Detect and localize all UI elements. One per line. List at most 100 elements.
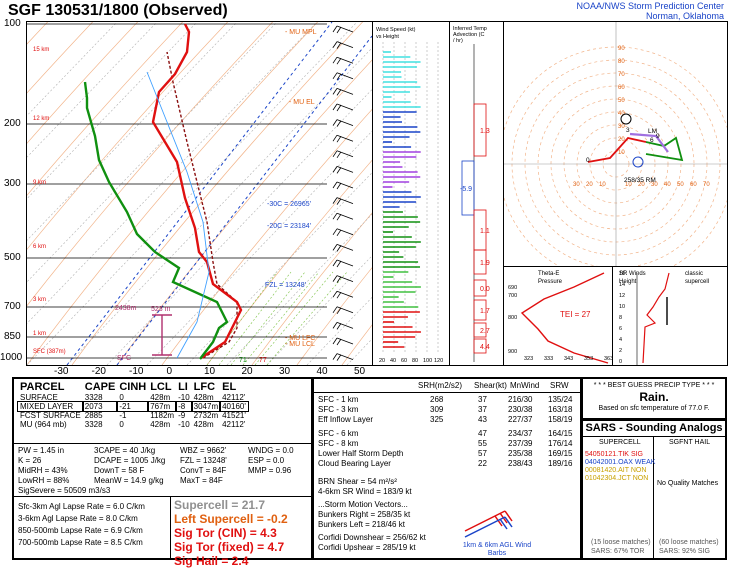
srw-note: classic bbox=[685, 271, 703, 277]
parcel-col: LCL bbox=[150, 381, 172, 393]
kin-cell: 176/14 bbox=[548, 439, 573, 448]
thetae-x-tick: 333 bbox=[544, 356, 553, 362]
kin-cell: Eff Inflow Layer bbox=[318, 415, 373, 424]
isotherm bbox=[26, 21, 358, 366]
height-label: SFC (387m) bbox=[33, 349, 66, 355]
anno-523: 523 m bbox=[151, 306, 171, 313]
hodo-ring-label: 50 bbox=[618, 98, 625, 104]
el-label: - MU EL bbox=[289, 99, 315, 106]
skewt-x-tick: -20 bbox=[91, 366, 106, 377]
srw-y-tick: 12 bbox=[619, 293, 625, 299]
hodo-lm-marker bbox=[620, 113, 632, 125]
hodograph-panel: 10 20 30 40 50 60 70 80 90 30 20 10 10 20 30 40 50 60 70 25… bbox=[498, 21, 732, 282]
wind-barb bbox=[332, 119, 354, 127]
hodo-x-tick: 10 bbox=[599, 182, 606, 188]
srw-y-tick: 10 bbox=[619, 304, 625, 310]
srw-y-tick: 8 bbox=[619, 315, 622, 321]
index-lowrh: LowRH = 88% bbox=[18, 476, 70, 485]
dry-adiabat bbox=[71, 11, 373, 366]
theta-e-panel: Theta-E Pressure 690 700 800 900 TEI = 27 323 33… bbox=[503, 266, 613, 366]
hodo-ring-label: 70 bbox=[618, 72, 625, 78]
sig-tor-fixed: Sig Tor (fixed) = 4.7 bbox=[174, 540, 285, 554]
hodo-x-tick: 40 bbox=[664, 182, 671, 188]
index-convt: ConvT = 84F bbox=[180, 466, 227, 475]
dry-adiabat bbox=[0, 11, 238, 284]
kin-cell: Cloud Bearing Layer bbox=[318, 459, 391, 468]
kin-cell: 237/39 bbox=[508, 439, 533, 448]
brn-shear: BRN Shear = 54 m²/s² bbox=[318, 477, 397, 486]
wspd-title: Wind Speed (kt) bbox=[376, 27, 416, 33]
sars-pct2: SARS: 92% SIG bbox=[659, 548, 710, 555]
sig-tor-cin: Sig Tor (CIN) = 4.3 bbox=[174, 526, 277, 540]
parcel-table: PARCEL CAPE CINH LCL LI LFC EL SURFACE 33… bbox=[17, 381, 249, 429]
height-label: 3 km bbox=[33, 297, 46, 303]
sars-loose2: (60 loose matches) bbox=[659, 539, 719, 546]
match-class: NON bbox=[632, 475, 649, 482]
match-class: WEAK bbox=[634, 459, 656, 466]
dry-adiabat bbox=[26, 11, 328, 366]
dry-adiabat bbox=[0, 11, 58, 74]
skewt-chart: 15 km 12 km 9 km 6 km 3 km 1 km SFC (387m) - MU… bbox=[0, 11, 732, 366]
hodo-ring-label: 60 bbox=[618, 85, 625, 91]
mpl-label: - MU MPL bbox=[285, 29, 317, 36]
lapse-850: 850-500mb Lapse Rate = 6.9 C/km bbox=[18, 526, 143, 535]
dry-adiabat bbox=[341, 11, 643, 366]
kin-row: Lower Half Storm Depth 57 235/38 169/15 bbox=[318, 449, 580, 459]
kin-row: Eff Inflow Layer 325 43 227/37 158/19 bbox=[318, 415, 580, 425]
kin-col: SRH(m2/s2) bbox=[418, 381, 463, 390]
skewt-y-tick: 700 bbox=[4, 301, 21, 312]
wind-barb bbox=[332, 181, 354, 190]
kin-row: SFC - 3 km 309 37 230/38 163/18 bbox=[318, 405, 580, 415]
match-class: NON bbox=[630, 467, 647, 474]
kin-cell: SFC - 3 km bbox=[318, 405, 359, 414]
parcel-cell: 0 bbox=[119, 393, 124, 402]
srw-y-tick: 0 bbox=[619, 359, 622, 365]
skewt-x-tick: 30 bbox=[279, 366, 291, 377]
parcel-col: LI bbox=[178, 381, 188, 393]
parcel-col: PARCEL bbox=[20, 381, 65, 393]
tadv-value: 1.3 bbox=[480, 128, 490, 135]
wspd-x-tick: 60 bbox=[401, 358, 407, 364]
wetbulb-trace bbox=[146, 71, 210, 359]
thetae-y-tick: 690 bbox=[508, 285, 517, 291]
parcel-cell: SURFACE bbox=[20, 393, 58, 402]
wind-speed-chart: Wind Speed (kt)vs Height 20 40 60 80 100 120 bbox=[376, 27, 443, 364]
srw-title: SR Winds bbox=[619, 271, 646, 277]
hodo-ring-label: 80 bbox=[618, 59, 625, 65]
lfc-label: - MU LFC bbox=[285, 335, 315, 342]
match-id: 04042001.OAX bbox=[585, 459, 633, 466]
wind-barb bbox=[332, 337, 354, 346]
wind-barb bbox=[332, 290, 354, 299]
sr-winds-chart: SR Winds Height classic supercell 16 14 12 10 8 6… bbox=[619, 271, 709, 365]
divider bbox=[14, 443, 311, 444]
indices-col2: 3CAPE = 40 J/kg DCAPE = 1005 J/kg DownT … bbox=[94, 446, 165, 486]
skewt-x-tick: -10 bbox=[129, 366, 144, 377]
anno-c30: -30C = 26965' bbox=[267, 201, 311, 208]
tadv-title: / hr) bbox=[453, 38, 463, 44]
hodo-trace-low bbox=[587, 137, 647, 163]
height-label: 15 km bbox=[33, 47, 49, 53]
kin-cell: 55 bbox=[478, 439, 487, 448]
parcel-cell: -21 bbox=[116, 401, 150, 412]
skewt-x-tick: 50 bbox=[354, 366, 366, 377]
wind-barb bbox=[332, 56, 354, 65]
parcel-cell: 2073 bbox=[81, 401, 119, 412]
thetae-x-tick: 363 bbox=[604, 356, 612, 362]
thetae-title: Theta-E bbox=[538, 271, 559, 277]
isotherm bbox=[226, 21, 558, 366]
parcel-cell: -9 bbox=[178, 411, 186, 420]
wind-barb bbox=[332, 150, 354, 159]
org-label: NOAA/NWS Storm Prediction Center Norman,… bbox=[576, 1, 724, 21]
lapse-sfc3: Sfc-3km Agl Lapse Rate = 6.0 C/km bbox=[18, 502, 145, 511]
kin-cell: 158/19 bbox=[548, 415, 573, 424]
anno-c20: -20C = 23184' bbox=[267, 223, 311, 230]
parcel-row-selected: MIXED LAYER 2073 -21 767m -8 3047m 40160' bbox=[17, 401, 249, 412]
skewt-y-tick: 100 bbox=[4, 18, 21, 29]
tadv-title: Inferred Temp bbox=[453, 26, 487, 32]
srw-y-tick: 2 bbox=[619, 348, 622, 354]
corfidi-upshear: Corfidi Upshear = 285/19 kt bbox=[318, 543, 416, 552]
dry-adiabat bbox=[0, 11, 103, 124]
wind-barbs-icon bbox=[464, 510, 513, 538]
hodo-lm-label: LM bbox=[648, 128, 657, 135]
